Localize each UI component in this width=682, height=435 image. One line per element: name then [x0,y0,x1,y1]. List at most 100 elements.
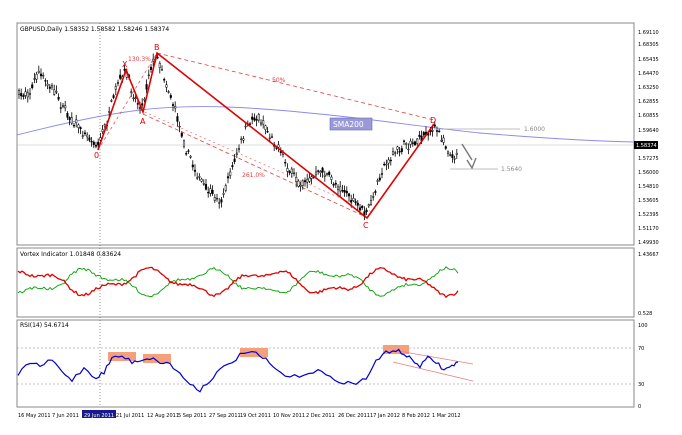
candle-body [310,176,313,179]
candle-body [319,171,322,174]
candle-body [165,84,168,88]
candle-body [453,158,456,160]
sma-label: SMA200 [333,120,364,129]
channel-lower-line [142,113,367,218]
point-label-c: C [363,221,369,230]
candle-body [314,171,318,176]
price-tick: 1.62855 [638,99,659,105]
candle-body [39,73,43,77]
candle-body [33,78,36,80]
candle-body [233,158,236,162]
price-tick: 1.59640 [638,128,659,134]
candle-body [220,199,223,203]
candle-body [413,141,417,146]
candle-body [455,152,458,155]
time-axis-highlight [82,410,116,418]
candle-body [286,168,289,172]
candle-body [264,125,267,130]
candle-body [114,86,117,90]
candle-body [431,130,434,132]
candle-body [303,180,307,182]
candle-body [134,97,137,99]
candle-body [158,63,161,68]
price-tick: 1.52395 [638,212,659,218]
candle-body [226,176,230,179]
candle-body [160,69,164,71]
rsi-tick: 0 [638,404,641,410]
candle-body [385,163,388,166]
ratio-label-xb: 130.3% [128,56,151,63]
candle-body [147,74,150,76]
candle-body [374,191,377,193]
candle-body [191,164,194,168]
candle-body [218,202,221,204]
vortex-panel-frame [16,247,635,318]
candle-body [405,143,408,145]
candle-body [86,134,89,138]
candle-body [367,204,370,207]
candle-body [53,89,56,95]
candle-body [79,127,82,129]
candle-body [306,179,309,183]
candle-body [174,106,177,109]
candle-body [42,74,45,77]
time-label: 16 May 2011 [18,413,51,419]
candle-body [407,148,410,151]
time-label: 12 Aug 2011 [147,413,179,419]
candle-body [332,183,335,186]
candle-body [72,124,76,127]
main-panel-header: GBPUSD,Daily 1.58352 1.58582 1.58246 1.5… [20,26,169,33]
candle-body [88,137,91,141]
candle-body [130,91,133,93]
projection-arrow [461,143,477,170]
candle-body [380,173,384,175]
rsi-tick: 70 [638,346,644,352]
main-panel-frame [16,22,635,246]
candle-body [136,103,139,105]
vortex-plus-line [17,266,459,298]
candle-body [59,107,62,109]
time-label: 7 Jun 2011 [52,413,79,419]
rsi-tick: 100 [638,323,648,329]
candle-body [398,151,401,153]
candle-body [17,90,21,95]
candle-body [211,189,214,194]
candle-body [48,86,51,89]
candle-body [198,176,201,178]
candle-body [422,132,425,136]
vortex-minus-line [17,266,459,299]
current-price-marker [634,141,658,149]
candle-body [152,58,155,62]
candle-body [330,176,333,180]
candle-body [400,148,403,152]
candle-body [242,138,245,141]
rsi-line [17,348,459,393]
channel-upper-line [156,52,435,121]
vortex-tick: 1.43667 [638,252,659,258]
candle-body [103,124,106,127]
candle-body [257,114,260,121]
candle-body [20,93,23,97]
vortex-tick: 0.528 [638,311,652,317]
candle-body [108,111,111,113]
candle-body [378,177,381,181]
candle-body [292,172,296,175]
candle-body [112,95,115,98]
rsi-overbought-highlight [383,345,409,354]
price-tick: 1.53605 [638,198,659,204]
time-label: 8 Feb 2012 [402,413,430,419]
candle-body [354,201,357,204]
point-label-b: B [154,43,160,52]
time-label: 1 Mar 2012 [432,413,461,419]
candle-body [259,122,263,125]
candle-body [35,73,38,80]
candle-body [451,154,454,158]
candle-body [279,151,282,153]
candle-body [22,95,25,97]
candle-body [444,146,447,149]
time-label: 5 Sep 2011 [178,413,207,419]
candle-body [336,186,340,190]
harmonic-pattern-line [97,51,435,220]
candle-body [231,165,234,168]
